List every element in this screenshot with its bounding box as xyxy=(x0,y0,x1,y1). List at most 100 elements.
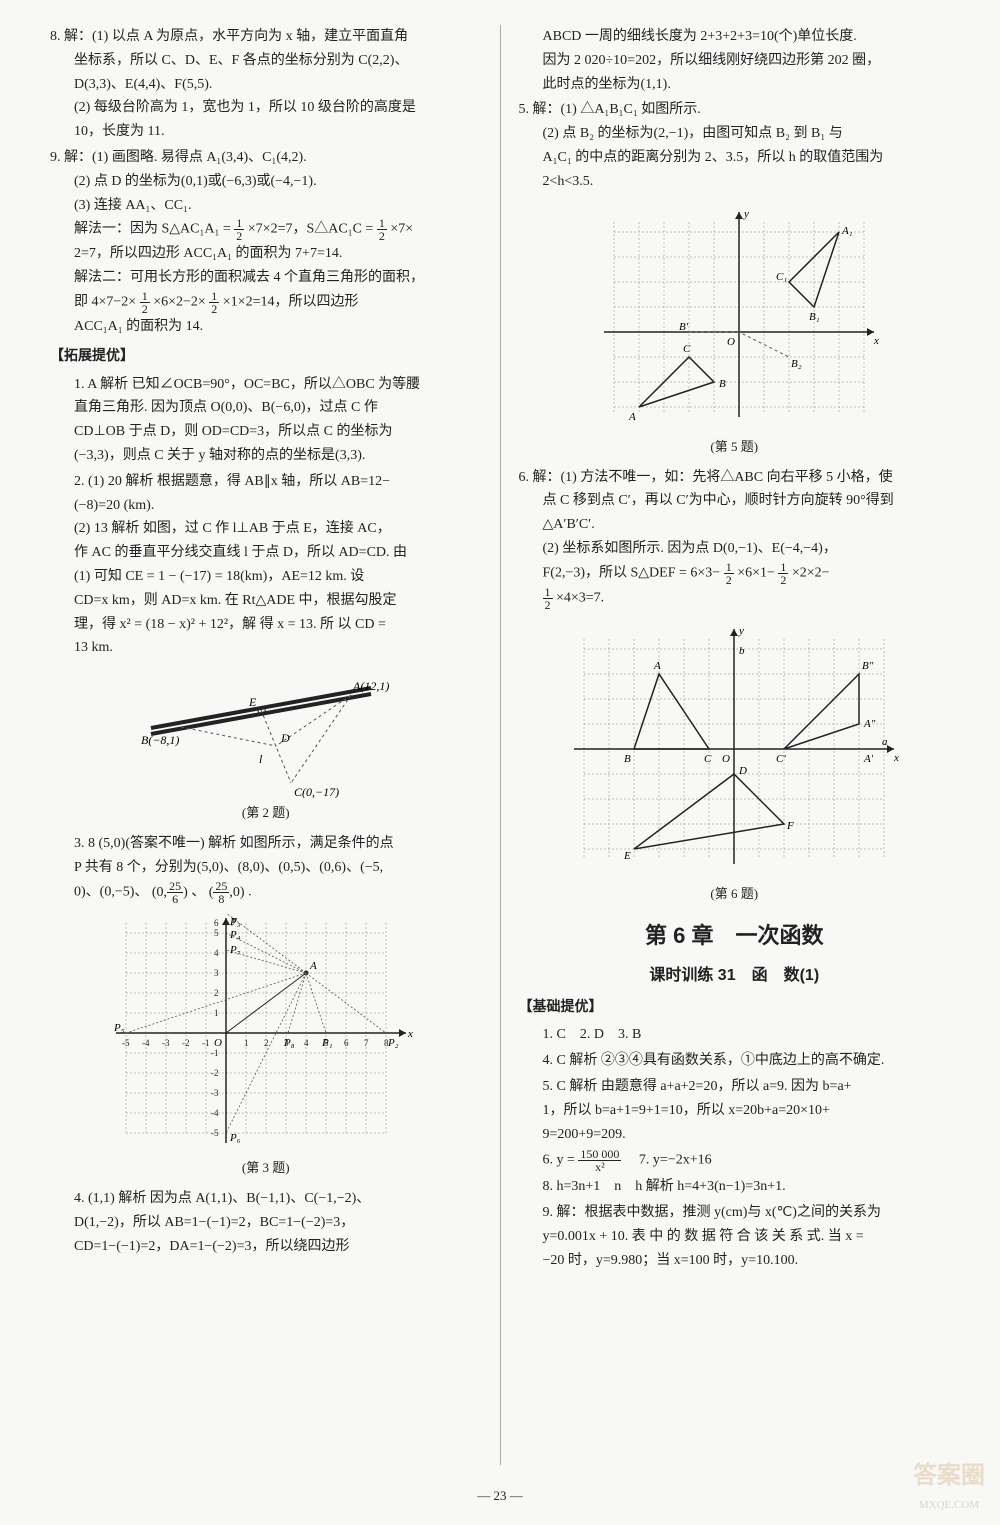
e3-line3: 0)、(0,−5)、 (0,256) 、 (258,0) . xyxy=(74,880,482,905)
p9-line2: (2) 点 D 的坐标为(0,1)或(−6,3)或(−4,−1). xyxy=(50,170,482,194)
cont-line3: 此时点的坐标为(1,1). xyxy=(543,73,951,97)
p8-line3: D(3,3)、E(4,4)、F(5,5). xyxy=(50,73,482,97)
svg-text:-1: -1 xyxy=(211,1048,219,1058)
basic-123: 1. C 2. D 3. B xyxy=(519,1023,951,1047)
svg-text:a: a xyxy=(882,736,888,748)
svg-text:P₇: P₇ xyxy=(229,944,241,956)
svg-text:O: O xyxy=(727,336,735,348)
svg-text:1: 1 xyxy=(214,1008,219,1018)
p6-line4: (2) 坐标系如图所示. 因为点 D(0,−1)、E(−4,−4)， xyxy=(519,537,951,561)
svg-text:C₁: C₁ xyxy=(776,271,787,283)
e2-line4: 作 AC 的垂直平分线交直线 l 于点 D，所以 AD=CD. 由 xyxy=(74,541,482,565)
svg-text:O: O xyxy=(722,753,730,765)
figure-3-caption: (第 3 题) xyxy=(50,1157,482,1179)
svg-text:B′: B′ xyxy=(679,321,689,333)
svg-text:y: y xyxy=(743,208,749,220)
svg-text:2: 2 xyxy=(214,988,219,998)
p8-line2: 坐标系，所以 C、D、E、F 各点的坐标分别为 C(2,2)、 xyxy=(50,49,482,73)
svg-text:P₄: P₄ xyxy=(229,929,241,941)
e3-line1: 3. 8 (5,0)(答案不唯一) 解析 如图所示，满足条件的点 xyxy=(74,832,482,856)
fraction: 12 xyxy=(778,561,788,586)
basic-title: 【基础提优】 xyxy=(519,996,951,1020)
basic-9: 9. 解：根据表中数据，推测 y(cm)与 x(℃)之间的关系为 y=0.001… xyxy=(519,1201,951,1272)
figure-2: A(12,1) B(−8,1) C(0,−17) E D l (第 2 题) xyxy=(50,668,482,824)
svg-text:P₂: P₂ xyxy=(387,1037,399,1049)
svg-text:1: 1 xyxy=(244,1038,249,1048)
b8-line1: 8. h=3n+1 n h 解析 h=4+3(n−1)=3n+1. xyxy=(543,1175,951,1199)
figure-3: A O P₁ P₂ P₃ P₄ P₅ P₆ P₇ P₈ y x -5-4-3-2… xyxy=(50,913,482,1179)
svg-text:B: B xyxy=(719,378,726,390)
e4-line1: 4. (1,1) 解析 因为点 A(1,1)、B(−1,1)、C(−1,−2)、 xyxy=(74,1187,482,1211)
figure-3-svg: A O P₁ P₂ P₃ P₄ P₅ P₆ P₇ P₈ y x -5-4-3-2… xyxy=(106,913,426,1153)
svg-text:E: E xyxy=(248,695,257,709)
svg-text:8: 8 xyxy=(384,1038,389,1048)
p9-line6: 解法二：可用长方形的面积减去 4 个直角三角形的面积， xyxy=(50,266,482,290)
p8-line4: (2) 每级台阶高为 1，宽也为 1，所以 10 级台阶的高度是 xyxy=(50,96,482,120)
p6-line1: 6. 解：(1) 方法不唯一，如：先将△ABC 向右平移 5 小格，使 xyxy=(519,466,951,490)
problem-9: 9. 解：(1) 画图略. 易得点 A₁(3,4)、C₁(4,2). (2) 点… xyxy=(50,146,482,339)
svg-text:-1: -1 xyxy=(202,1038,210,1048)
svg-text:5: 5 xyxy=(214,928,219,938)
figure-6-caption: (第 6 题) xyxy=(519,883,951,905)
svg-text:b: b xyxy=(739,645,745,657)
right-column: ABCD 一周的细线长度为 2+3+2+3=10(个)单位长度. 因为 2 02… xyxy=(501,25,961,1465)
svg-text:x: x xyxy=(893,752,899,764)
ext-4: 4. (1,1) 解析 因为点 A(1,1)、B(−1,1)、C(−1,−2)、… xyxy=(50,1187,482,1258)
svg-text:A′: A′ xyxy=(863,753,874,765)
fraction: 12 xyxy=(377,217,387,242)
p6-line3: △A′B′C′. xyxy=(519,513,951,537)
p9-line5: 2=7，所以四边形 ACC₁A₁ 的面积为 7+7=14. xyxy=(50,242,482,266)
p5-line1: 5. 解：(1) △A₁B₁C₁ 如图所示. xyxy=(519,98,951,122)
svg-text:B: B xyxy=(624,753,631,765)
p9-line4: 解法一：因为 S△AC₁A₁ = 12 ×7×2=7，S△AC₁C = 12 ×… xyxy=(50,217,482,242)
p5-line3: A₁C₁ 的中点的距离分别为 2、3.5，所以 h 的取值范围为 xyxy=(519,146,951,170)
ext-1: 1. A 解析 已知∠OCB=90°，OC=BC，所以△OBC 为等腰 直角三角… xyxy=(50,373,482,468)
p9-line7: 即 4×7−2× 12 ×6×2−2× 12 ×1×2=14，所以四边形 xyxy=(50,290,482,315)
svg-text:l: l xyxy=(259,752,263,766)
svg-text:A: A xyxy=(309,960,317,972)
svg-text:4: 4 xyxy=(214,948,219,958)
watermark-text: 答案圈 xyxy=(913,1456,985,1497)
svg-text:C: C xyxy=(683,343,691,355)
svg-text:7: 7 xyxy=(364,1038,369,1048)
p9-line8: ACC₁A₁ 的面积为 14. xyxy=(50,315,482,339)
svg-text:-5: -5 xyxy=(122,1038,130,1048)
svg-text:P₆: P₆ xyxy=(229,1132,241,1144)
b4-line1: 4. C 解析 ②③④具有函数关系，①中底边上的高不确定. xyxy=(543,1049,951,1073)
basic-4: 4. C 解析 ②③④具有函数关系，①中底边上的高不确定. xyxy=(519,1049,951,1073)
svg-text:-3: -3 xyxy=(211,1088,219,1098)
svg-text:A″: A″ xyxy=(863,718,876,730)
p5-line2: (2) 点 B₂ 的坐标为(2,−1)，由图可知点 B₂ 到 B₁ 与 xyxy=(519,122,951,146)
lesson-title: 课时训练 31 函 数(1) xyxy=(519,962,951,989)
svg-text:A: A xyxy=(628,411,636,423)
svg-text:6: 6 xyxy=(344,1038,349,1048)
svg-text:A: A xyxy=(653,660,661,672)
svg-text:-4: -4 xyxy=(142,1038,150,1048)
e2-line2: (−8)=20 (km). xyxy=(74,494,482,518)
svg-text:E: E xyxy=(623,850,631,862)
p9-line1: 9. 解：(1) 画图略. 易得点 A₁(3,4)、C₁(4,2). xyxy=(50,146,482,170)
figure-5-svg: A B C A₁ B₁ C₁ B₂ B′ O y x xyxy=(584,202,884,432)
page-container: 8. 解：(1) 以点 A 为原点，水平方向为 x 轴，建立平面直角 坐标系，所… xyxy=(40,25,960,1465)
ext-2: 2. (1) 20 解析 根据题意，得 AB∥x 轴，所以 AB=12− (−8… xyxy=(50,470,482,660)
basic-67: 6. y = 150 000x² 7. y=−2x+16 xyxy=(519,1148,951,1173)
watermark: 答案圈 MXQE.COM xyxy=(913,1456,985,1515)
svg-text:C(0,−17): C(0,−17) xyxy=(294,785,339,798)
p8-line5: 10，长度为 11. xyxy=(50,120,482,144)
svg-text:4: 4 xyxy=(304,1038,309,1048)
svg-text:B₁: B₁ xyxy=(809,311,820,323)
p5-line4: 2<h<3.5. xyxy=(519,170,951,194)
e2-line1: 2. (1) 20 解析 根据题意，得 AB∥x 轴，所以 AB=12− xyxy=(74,470,482,494)
svg-text:D: D xyxy=(280,731,290,745)
fraction: 12 xyxy=(209,290,219,315)
extension-title: 【拓展提优】 xyxy=(50,345,482,369)
p8-line1: 8. 解：(1) 以点 A 为原点，水平方向为 x 轴，建立平面直角 xyxy=(50,25,482,49)
svg-text:5: 5 xyxy=(324,1038,329,1048)
e2-line5: (1) 可知 CE = 1 − (−17) = 18(km)，AE=12 km.… xyxy=(74,565,482,589)
fraction: 12 xyxy=(140,290,150,315)
svg-text:B″: B″ xyxy=(862,660,874,672)
e2-line8: 13 km. xyxy=(74,636,482,660)
svg-text:-2: -2 xyxy=(182,1038,190,1048)
fraction: 150 000x² xyxy=(578,1148,621,1173)
fraction: 12 xyxy=(543,586,553,611)
